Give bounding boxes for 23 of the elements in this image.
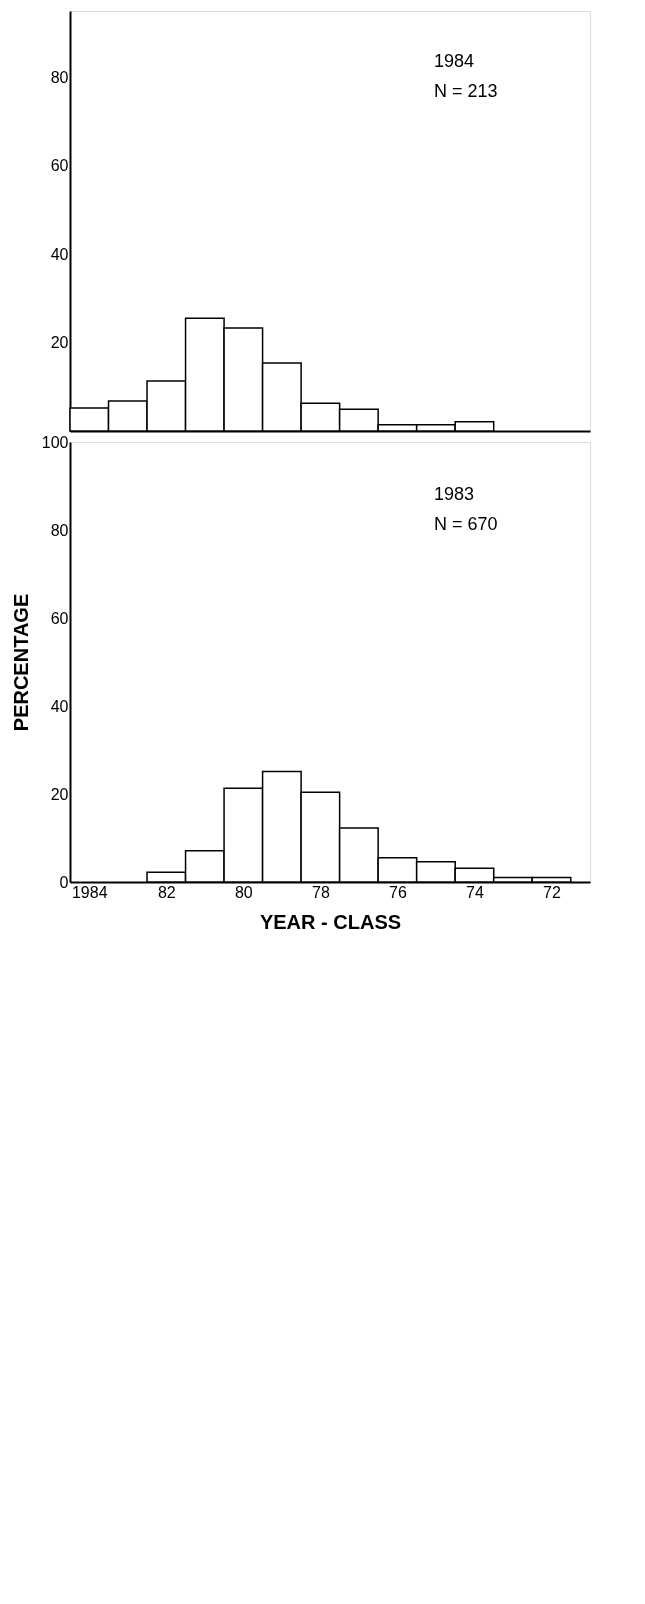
y-tick-label: 0: [59, 873, 69, 891]
y-tick-label: 80: [50, 68, 69, 86]
annotation: 1984: [434, 51, 475, 71]
y-tick-label: 20: [50, 785, 69, 803]
y-tick-label: 100: [41, 433, 69, 451]
x-tick-label: 78: [311, 883, 330, 901]
y-tick-label: 20: [50, 334, 69, 352]
x-tick-label: 82: [157, 883, 176, 901]
y-tick-label: 40: [50, 697, 69, 715]
y-tick-label: 60: [50, 157, 69, 175]
annotation: 1983: [434, 484, 475, 504]
x-tick-label: 1984: [71, 883, 108, 901]
annotation: N = 670: [434, 514, 498, 534]
y-axis-title: PERCENTAGE: [9, 593, 32, 732]
y-tick-label: 60: [50, 609, 69, 627]
x-tick-label: 80: [234, 883, 253, 901]
x-tick-label: 74: [466, 883, 484, 901]
x-tick-label: 72: [543, 883, 561, 901]
x-axis-title: YEAR - CLASS: [259, 910, 402, 933]
x-tick-label: 76: [389, 883, 407, 901]
y-tick-label: 40: [50, 245, 69, 263]
y-tick-label: 80: [50, 521, 69, 539]
annotation: N = 213: [434, 81, 498, 101]
